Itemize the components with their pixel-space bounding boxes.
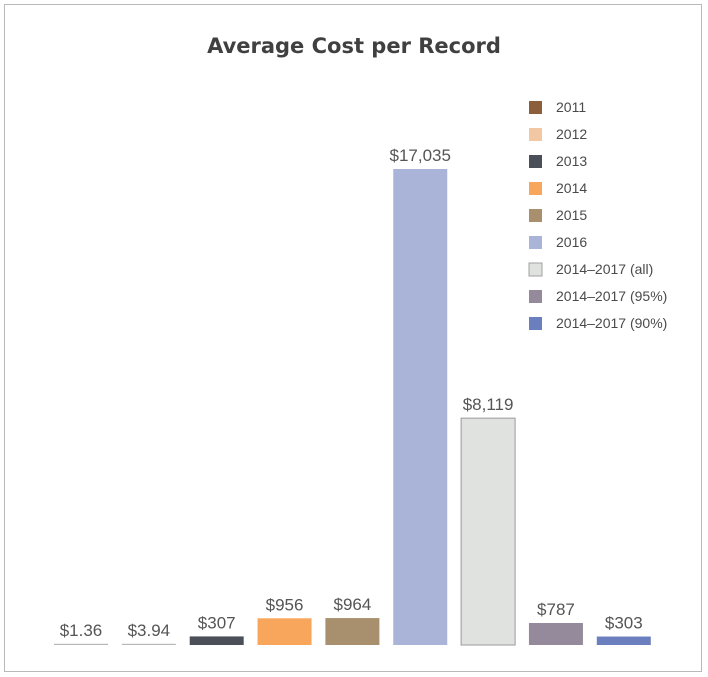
legend-swatch-1 <box>529 101 542 114</box>
bar-value-label-3: $307 <box>198 613 236 632</box>
legend-swatch-6 <box>529 236 542 249</box>
bar-value-label-6: $17,035 <box>390 146 451 165</box>
chart-title: Average Cost per Record <box>207 34 501 58</box>
legend-label-6: 2016 <box>556 234 587 250</box>
bar-2 <box>121 643 176 645</box>
bar-value-label-1: $1.36 <box>60 621 103 640</box>
legend-label-3: 2013 <box>556 153 587 169</box>
bar-5 <box>325 618 380 645</box>
legend-swatch-2 <box>529 128 542 141</box>
legend-swatch-5 <box>529 209 542 222</box>
legend-label-5: 2015 <box>556 207 587 223</box>
bar-value-label-4: $956 <box>266 595 304 614</box>
legend-swatch-3 <box>529 155 542 168</box>
bar-value-label-9: $303 <box>605 614 643 633</box>
bar-6 <box>393 169 448 645</box>
legend-swatch-7 <box>528 262 543 277</box>
bar-3 <box>189 636 244 645</box>
legend-swatch-9 <box>529 317 542 330</box>
bar-7 <box>460 417 516 646</box>
legend-label-9: 2014–2017 (90%) <box>556 315 667 331</box>
legend-swatch-4 <box>529 182 542 195</box>
bar-1 <box>54 643 108 645</box>
bar-value-label-2: $3.94 <box>128 621 171 640</box>
bar-value-label-7: $8,119 <box>463 395 514 414</box>
chart-frame <box>4 4 702 672</box>
bar-9 <box>596 636 651 645</box>
legend-label-7: 2014–2017 (all) <box>556 261 653 277</box>
legend-label-2: 2012 <box>556 126 587 142</box>
legend-label-1: 2011 <box>556 99 586 115</box>
bar-4 <box>257 618 312 645</box>
legend-label-4: 2014 <box>556 180 587 196</box>
legend-swatch-8 <box>529 290 542 303</box>
bar-8 <box>528 623 583 645</box>
bar-value-label-8: $787 <box>537 600 575 619</box>
bar-value-label-5: $964 <box>333 595 371 614</box>
legend-label-8: 2014–2017 (95%) <box>556 288 667 304</box>
